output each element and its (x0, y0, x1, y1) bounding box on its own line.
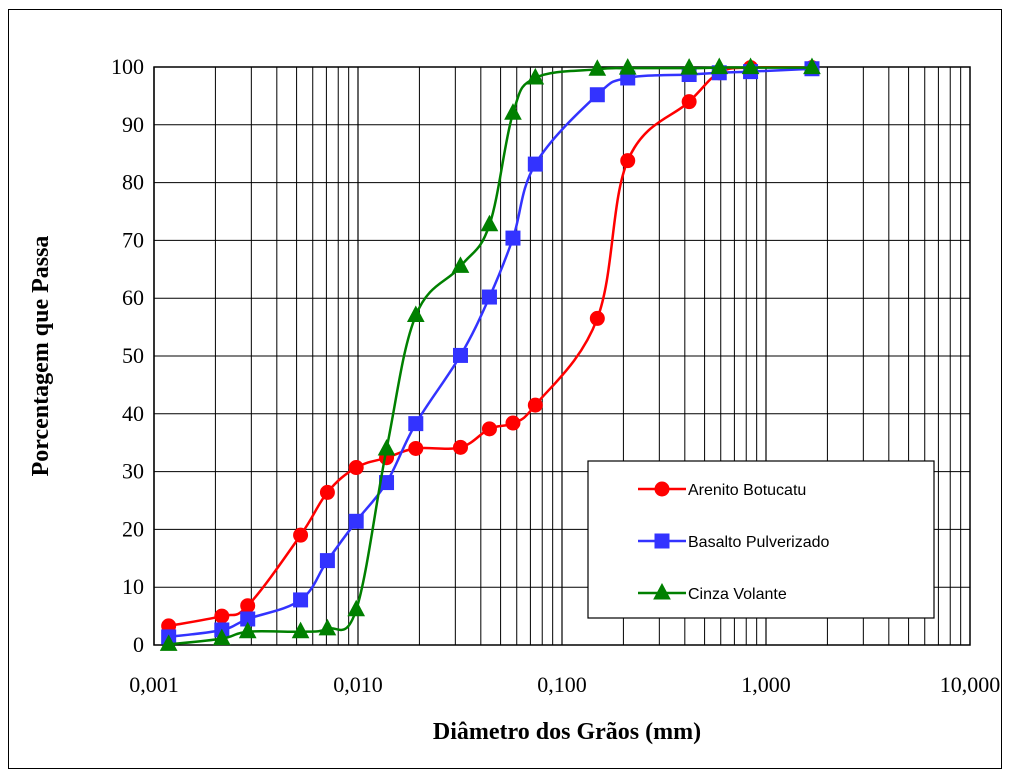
data-point (680, 58, 698, 75)
legend-item: Arenito Botucatu (638, 481, 806, 499)
y-axis-title: Porcentagem que Passa (28, 236, 54, 477)
data-point (505, 230, 521, 246)
y-tick-label: 100 (111, 54, 144, 79)
plot-border (153, 66, 971, 646)
y-tick-label: 30 (122, 459, 144, 484)
data-point (212, 628, 231, 646)
data-point (618, 58, 637, 75)
data-point (480, 214, 499, 232)
y-tick-label: 90 (122, 112, 144, 137)
data-point (451, 256, 470, 273)
legend-label: Basalto Pulverizado (688, 534, 830, 551)
x-tick-label: 1,000 (741, 672, 791, 697)
data-point (527, 156, 543, 172)
legend-label: Arenito Botucatu (688, 482, 806, 499)
data-point (240, 598, 256, 614)
data-point (526, 67, 545, 85)
y-tick-label: 70 (122, 227, 144, 252)
data-point (347, 599, 366, 617)
data-point (452, 439, 468, 455)
y-tick-label: 50 (122, 343, 144, 368)
data-point (741, 57, 760, 75)
data-point (408, 416, 424, 432)
data-point (348, 460, 364, 476)
data-point (318, 618, 337, 636)
data-point (504, 103, 522, 120)
x-tick-label: 10,000 (940, 672, 1001, 697)
data-point (159, 634, 178, 651)
y-tick-label: 60 (122, 285, 144, 310)
legend-swatch-marker (654, 533, 670, 549)
data-point (710, 57, 729, 75)
legend: Arenito Botucatu Basalto Pulverizado Cinza… (587, 460, 935, 619)
data-point (293, 527, 309, 543)
data-point (238, 621, 257, 639)
x-axis-title: Diâmetro dos Grãos (mm) (433, 719, 701, 745)
series (159, 57, 821, 651)
data-point (681, 94, 697, 110)
legend-swatch-marker (653, 582, 671, 600)
data-point (319, 484, 335, 500)
data-point (589, 310, 605, 326)
data-point (588, 59, 607, 76)
data-point (348, 513, 364, 529)
y-tick-label: 10 (122, 574, 144, 599)
y-tick-label: 20 (122, 516, 144, 541)
x-tick-label: 0,001 (129, 672, 179, 697)
data-point (505, 415, 521, 431)
x-tick-label: 0,100 (537, 672, 587, 697)
legend-label: Cinza Volante (688, 586, 787, 603)
data-point (408, 440, 424, 456)
data-point (214, 608, 230, 624)
data-point (589, 87, 605, 103)
legend-item: Cinza Volante (638, 582, 787, 603)
data-point (377, 438, 396, 456)
y-tick-label: 40 (122, 401, 144, 426)
data-point (452, 347, 468, 363)
series-2 (159, 57, 821, 651)
data-point (803, 57, 821, 75)
legend-swatch-marker (654, 481, 670, 497)
y-tick-label: 80 (122, 170, 144, 195)
data-point (527, 397, 543, 413)
data-point (406, 305, 425, 323)
data-point (481, 421, 497, 437)
data-point (620, 153, 636, 169)
x-tick-labels: 0,001 0,010 0,100 1,000 10,000 (129, 672, 1000, 697)
data-point (293, 592, 309, 608)
y-tick-label: 0 (133, 632, 144, 657)
x-tick-label: 0,010 (333, 672, 383, 697)
y-tick-labels: 0 10 20 30 40 50 60 70 80 90 100 (111, 54, 144, 657)
legend-item: Basalto Pulverizado (638, 533, 830, 551)
data-point (291, 621, 310, 639)
data-point (319, 553, 335, 569)
data-point (481, 289, 497, 305)
